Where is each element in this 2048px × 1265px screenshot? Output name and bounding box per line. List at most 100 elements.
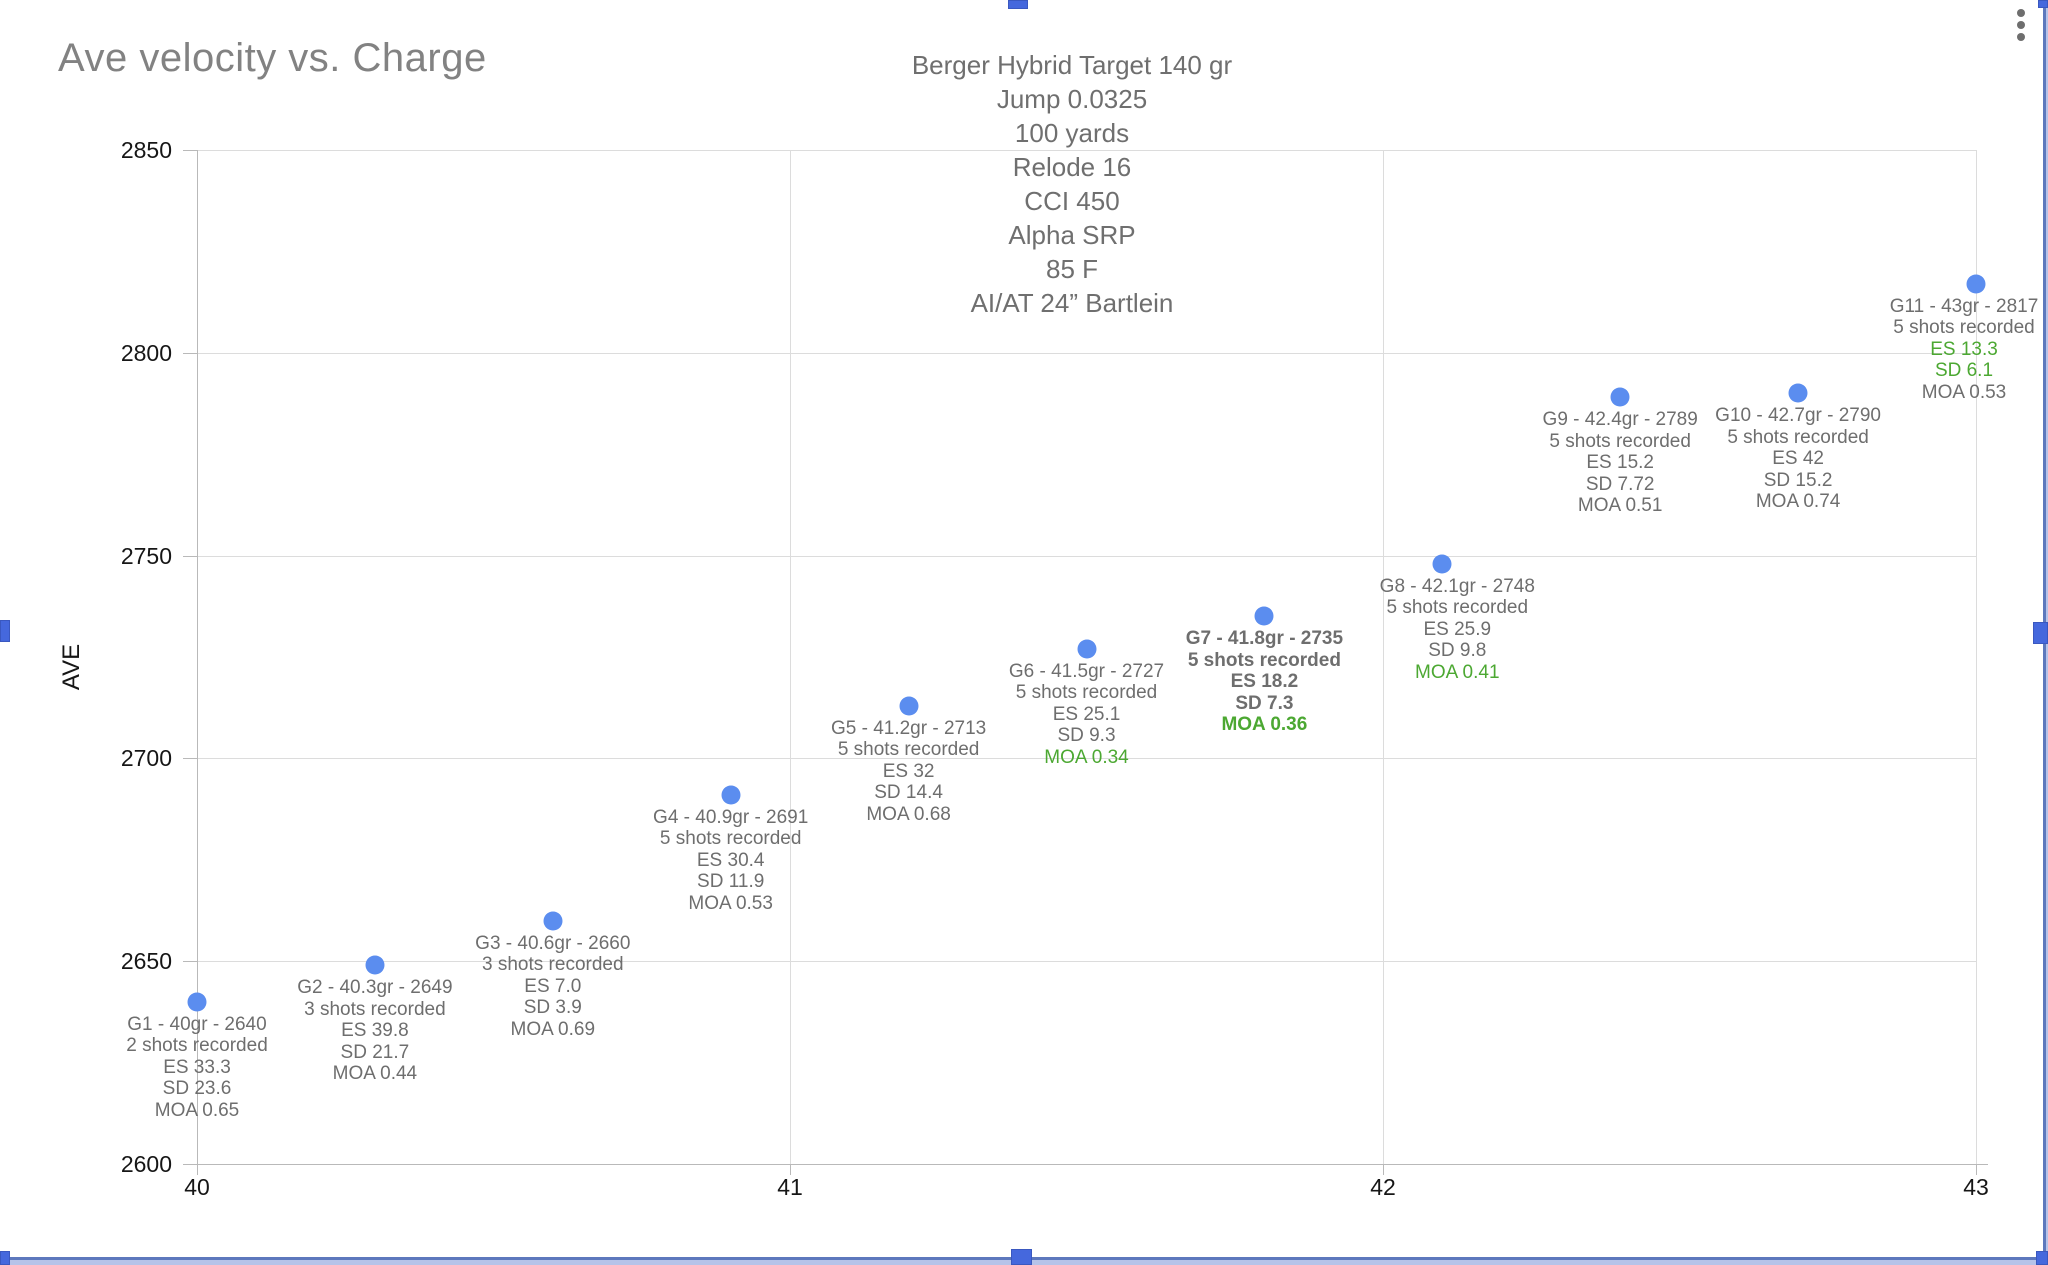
data-point-label-line: MOA 0.36 [1221, 714, 1308, 736]
data-point-label-line: ES 7.0 [524, 975, 582, 997]
chart-annotation: Berger Hybrid Target 140 gr Jump 0.0325 10… [672, 48, 1472, 320]
data-point-label-line: G6 - 41.5gr - 2727 [1008, 660, 1165, 682]
data-point-label-line: 5 shots recorded [1386, 597, 1529, 619]
x-tick-label: 40 [184, 1174, 210, 1200]
menu-dot-icon [2017, 21, 2025, 29]
data-point[interactable] [721, 785, 741, 805]
data-point-label: G8 - 42.1gr - 2748 5 shots recorded ES 25.… [1380, 576, 1535, 684]
data-point[interactable] [1966, 274, 1986, 294]
annotation-line: Berger Hybrid Target 140 gr [911, 50, 1233, 80]
data-point-label-line: SD 11.9 [697, 871, 765, 893]
data-point-label-line: ES 42 [1772, 448, 1824, 470]
resize-handle-left[interactable] [0, 620, 10, 642]
x-axis-tick [197, 1164, 198, 1175]
x-axis-tick [1976, 1164, 1977, 1175]
data-point[interactable] [365, 955, 385, 975]
data-point-label: G3 - 40.6gr - 2660 3 shots recorded ES 7.0… [475, 933, 630, 1041]
data-point-label-line: ES 18.2 [1230, 671, 1299, 693]
resize-handle-top[interactable] [1008, 0, 1028, 9]
data-point-label-line: G8 - 42.1gr - 2748 [1379, 575, 1535, 597]
data-point-label-line: 5 shots recorded [1187, 649, 1341, 671]
gridline-vertical [790, 150, 791, 1164]
y-axis-tick [183, 961, 197, 963]
data-point-label-line: SD 15.2 [1763, 469, 1833, 491]
data-point-label-line: MOA 0.68 [866, 803, 951, 825]
y-tick-label: 2700 [120, 745, 172, 772]
y-tick-label: 2800 [120, 339, 172, 366]
data-point-label-line: ES 13.3 [1930, 338, 1998, 360]
data-point[interactable] [1254, 606, 1274, 626]
data-point-label: G6 - 41.5gr - 2727 5 shots recorded ES 25.… [1009, 661, 1164, 769]
data-point-label-line: SD 7.72 [1585, 473, 1655, 495]
data-point-label-line: SD 14.4 [874, 782, 943, 804]
y-axis-tick [183, 758, 197, 760]
data-point-label-line: SD 6.1 [1934, 360, 1994, 382]
gridline-horizontal [197, 555, 1976, 557]
chart-title: Ave velocity vs. Charge [58, 36, 487, 80]
data-point-label-line: G2 - 40.3gr - 2649 [297, 977, 453, 999]
data-point-label: G7 - 41.8gr - 2735 5 shots recorded ES 18.… [1186, 628, 1343, 736]
data-point-label-line: SD 3.9 [523, 997, 582, 1019]
annotation-line: Alpha SRP [1008, 220, 1136, 250]
data-point-label: G9 - 42.4gr - 2789 5 shots recorded ES 15.… [1543, 409, 1698, 517]
data-point[interactable] [543, 911, 563, 931]
data-point[interactable] [1788, 383, 1808, 403]
y-tick-label: 2850 [120, 137, 172, 163]
y-tick-label: 2650 [120, 948, 172, 975]
data-point-label: G10 - 42.7gr - 2790 5 shots recorded ES 42… [1715, 405, 1881, 513]
data-point-label-line: 5 shots recorded [1893, 317, 2035, 339]
resize-handle-bottom[interactable] [1011, 1249, 1032, 1265]
data-point-label-line: 5 shots recorded [837, 739, 980, 761]
data-point[interactable] [1610, 387, 1630, 407]
gridline-horizontal [197, 758, 1976, 760]
data-point-label: G11 - 43gr - 2817 5 shots recorded ES 13.3… [1890, 296, 2039, 404]
data-point-label-line: SD 9.8 [1428, 640, 1487, 662]
chart-options-menu-icon[interactable] [2012, 9, 2030, 41]
data-point-label-line: ES 30.4 [696, 849, 765, 871]
gridline-vertical [1383, 150, 1384, 1164]
annotation-line: AI/AT 24” Bartlein [970, 288, 1174, 318]
data-point-label-line: G4 - 40.9gr - 2691 [653, 806, 809, 828]
x-tick-label: 42 [1370, 1174, 1396, 1200]
data-point-label-line: ES 15.2 [1586, 452, 1654, 474]
resize-handle-bottom-right[interactable] [2036, 1251, 2048, 1265]
data-point-label-line: SD 7.3 [1235, 692, 1294, 714]
data-point-label-line: ES 33.3 [163, 1056, 231, 1078]
x-axis-tick [1383, 1164, 1384, 1175]
data-point-label: G1 - 40gr - 2640 2 shots recorded ES 33.3 S… [126, 1014, 268, 1122]
x-axis-line [187, 1164, 1988, 1165]
data-point-label-line: G1 - 40gr - 2640 [127, 1013, 267, 1035]
data-point-label-line: 3 shots recorded [482, 954, 624, 976]
data-point[interactable] [1432, 554, 1452, 574]
data-point[interactable] [1077, 639, 1096, 659]
resize-handle-top-right[interactable] [2038, 0, 2048, 8]
data-point-label-line: 5 shots recorded [1015, 682, 1158, 704]
gridline-horizontal [197, 352, 1976, 354]
data-point-label-line: SD 21.7 [340, 1041, 410, 1063]
data-point[interactable] [899, 696, 919, 716]
data-point-label-line: SD 23.6 [162, 1078, 232, 1100]
data-point-label-line: MOA 0.44 [332, 1063, 418, 1085]
data-point-label: G4 - 40.9gr - 2691 5 shots recorded ES 30.… [653, 807, 808, 915]
y-axis-line [197, 150, 198, 1164]
data-point-label-line: 5 shots recorded [659, 828, 802, 850]
data-point-label-line: ES 39.8 [341, 1020, 409, 1042]
gridline-horizontal [197, 961, 1976, 963]
data-point-label-line: 3 shots recorded [304, 998, 446, 1020]
data-point[interactable] [187, 992, 207, 1012]
y-axis-tick [183, 150, 197, 151]
menu-dot-icon [2017, 9, 2025, 17]
y-tick-label: 2750 [120, 542, 172, 569]
data-point-label-line: G7 - 41.8gr - 2735 [1185, 628, 1344, 650]
y-tick-label: 2600 [120, 1151, 172, 1177]
resize-handle-bottom-left[interactable] [0, 1251, 10, 1265]
data-point-label-line: MOA 0.69 [510, 1018, 596, 1040]
data-point-label-line: MOA 0.53 [1921, 381, 2007, 403]
resize-handle-right[interactable] [2033, 622, 2048, 644]
annotation-line: CCI 450 [1024, 186, 1120, 216]
y-axis-tick [183, 352, 197, 354]
x-tick-label: 41 [777, 1174, 803, 1200]
data-point-label: G2 - 40.3gr - 2649 3 shots recorded ES 39.… [297, 977, 452, 1085]
data-point-label: G5 - 41.2gr - 2713 5 shots recorded ES 32 S… [831, 718, 986, 826]
